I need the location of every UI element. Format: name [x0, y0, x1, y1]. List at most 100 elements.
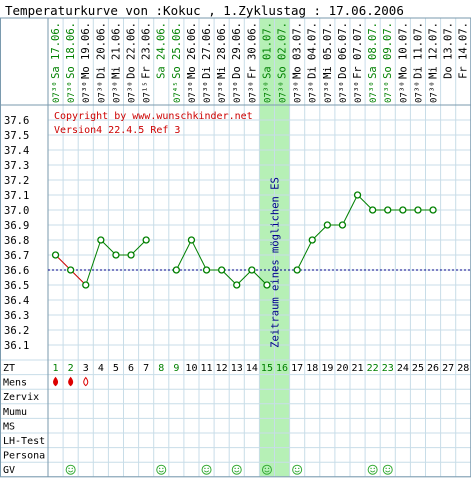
cycle-day-number: 11: [201, 363, 213, 374]
smiley-eye: [370, 467, 372, 470]
measure-time-label: 07³⁰: [218, 81, 228, 103]
temperature-point: [248, 266, 256, 274]
smiley-eye: [234, 467, 236, 470]
temperature-point: [127, 251, 135, 259]
cycle-day-number: 9: [173, 363, 179, 374]
temperature-point: [414, 206, 422, 214]
row-label: ZT: [3, 363, 15, 374]
cycle-day-number: 21: [352, 363, 364, 374]
measure-time-label: 07³⁰: [67, 81, 77, 103]
temperature-point: [233, 281, 241, 289]
cycle-day-number: 6: [128, 363, 134, 374]
cycle-day-number: 1: [53, 363, 59, 374]
date-label: Di 27.06.: [201, 22, 213, 79]
cycle-day-number: 5: [113, 363, 119, 374]
fertile-window-label: Zeitraum eines möglichen ES: [270, 177, 282, 348]
smiley-mouth: [294, 470, 300, 473]
smiley-eye: [294, 467, 297, 470]
row-label: Mens: [3, 378, 27, 389]
measure-time-label: 07³⁰: [324, 81, 334, 103]
version-text: Version4 22.4.5 Ref 3: [54, 125, 180, 136]
measure-time-label: 07³⁰: [82, 81, 92, 103]
smiley-mouth: [385, 470, 391, 473]
smiley-eye: [207, 467, 209, 470]
temperature-segment: [296, 239, 313, 271]
temperature-segment: [85, 239, 102, 286]
smiley-eye: [373, 467, 375, 470]
smiley-eye: [204, 467, 206, 470]
date-label: Mi 28.06.: [216, 22, 228, 79]
smiley-eye: [298, 467, 300, 470]
cycle-day-number: 2: [68, 363, 74, 374]
smiley-eye: [162, 467, 164, 470]
date-label: Mi 12.07.: [428, 22, 440, 79]
row-label: Zervix: [3, 392, 39, 403]
temperature-point: [399, 206, 407, 214]
measure-time-label: 07⁴⁵: [173, 81, 183, 103]
measure-time-label: 07³⁰: [369, 81, 379, 103]
measure-time-label: 07³⁰: [233, 81, 243, 103]
row-label: MS: [3, 421, 15, 432]
smiley-eye: [237, 467, 240, 470]
smiley-face: [261, 464, 272, 475]
smiley-mouth: [68, 470, 74, 473]
measure-time-label: 07³⁰: [112, 81, 122, 103]
date-label: Sa 17.06.: [50, 22, 62, 79]
cycle-day-number: 23: [382, 363, 394, 374]
cycle-day-number: 27: [442, 363, 454, 374]
measure-time-label: 07³⁰: [52, 81, 62, 103]
date-label: Do 22.06.: [126, 22, 138, 79]
smiley-icon: [261, 464, 272, 475]
date-label: Mo 03.07.: [292, 22, 304, 79]
smiley-eye: [71, 467, 73, 470]
y-tick-label: 37.2: [4, 175, 29, 187]
date-label: Di 20.06.: [95, 22, 107, 79]
row-label: Mumu: [3, 407, 27, 418]
y-tick-label: 36.7: [4, 250, 29, 262]
smiley-icon: [65, 464, 76, 475]
cycle-day-number: 8: [158, 363, 164, 374]
y-tick-label: 36.1: [4, 340, 29, 352]
date-label: So 09.07.: [382, 22, 394, 79]
smiley-icon: [156, 464, 167, 475]
smiley-face: [367, 464, 378, 475]
cycle-day-number: 7: [143, 363, 149, 374]
cycle-day-number: 18: [306, 363, 318, 374]
smiley-face: [65, 464, 76, 475]
smiley-face: [292, 464, 303, 475]
temperature-point: [323, 221, 332, 229]
measure-time-label: 07³⁰: [128, 81, 138, 103]
y-tick-label: 37.4: [4, 145, 29, 157]
date-label: Fr 14.07.: [458, 22, 470, 79]
temperature-point: [67, 266, 75, 274]
cycle-day-number: 26: [427, 363, 439, 374]
row-label: LH-Test: [3, 436, 45, 447]
smiley-mouth: [234, 470, 240, 473]
temperature-point: [384, 206, 392, 214]
date-label: Mo 19.06.: [80, 22, 92, 79]
smiley-icon: [382, 464, 393, 475]
cycle-day-number: 24: [397, 363, 409, 374]
temperature-point: [308, 236, 316, 244]
cycle-day-number: 10: [185, 363, 197, 374]
cycle-day-number: 13: [231, 363, 243, 374]
date-label: So 02.07.: [277, 22, 289, 79]
menstruation-drop-icon: [83, 376, 89, 387]
cycle-day-number: 15: [261, 363, 273, 374]
smiley-face: [231, 464, 242, 475]
smiley-icon: [201, 464, 212, 475]
date-label: So 25.06.: [171, 22, 183, 79]
menstruation-drop-icon: [53, 376, 59, 387]
y-tick-label: 37.5: [4, 130, 29, 142]
date-label: Mi 05.07.: [322, 22, 334, 79]
smiley-face: [382, 464, 393, 475]
date-label: Di 11.07.: [412, 22, 424, 79]
temperature-point: [202, 266, 211, 274]
temperature-point: [368, 206, 377, 214]
y-tick-label: 36.4: [4, 295, 29, 307]
smiley-eye: [388, 467, 391, 470]
temperature-point: [293, 266, 301, 274]
smiley-mouth: [203, 470, 210, 473]
smiley-eye: [68, 467, 70, 470]
